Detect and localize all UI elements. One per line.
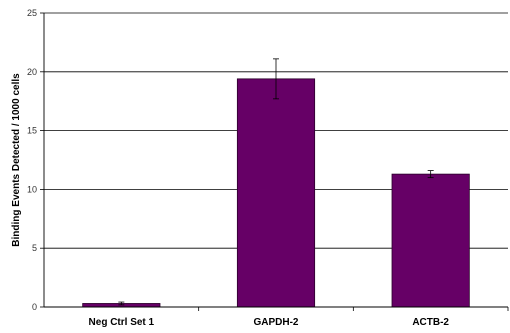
y-tick-label: 20: [27, 67, 37, 77]
axes: [43, 13, 508, 308]
y-tick-label: 15: [27, 126, 37, 136]
y-tick-labels: 0 5 10 15 20 25: [27, 8, 37, 312]
x-tick-label: Neg Ctrl Set 1: [89, 317, 155, 328]
y-tick-label: 10: [27, 184, 37, 194]
bar: [236, 78, 316, 308]
y-axis-title: Binding Events Detected / 1000 cells: [11, 73, 22, 247]
x-tick-labels: Neg Ctrl Set 1 GAPDH-2 ACTB-2: [89, 317, 450, 328]
y-tick-label: 0: [32, 302, 37, 312]
y-tick-label: 25: [27, 8, 37, 18]
bar: [391, 173, 470, 308]
x-tick-label: ACTB-2: [412, 317, 449, 328]
y-tick-label: 5: [32, 243, 37, 253]
x-tick-label: GAPDH-2: [253, 317, 298, 328]
bars: [82, 58, 470, 308]
